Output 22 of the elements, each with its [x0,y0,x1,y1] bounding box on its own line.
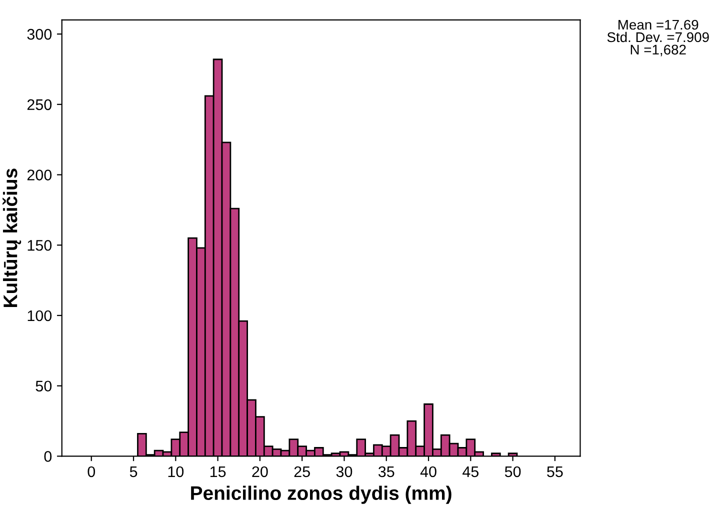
x-tick-label: 40 [420,466,436,478]
y-tick-label: 300 [27,28,52,40]
x-tick-label: 35 [378,466,394,478]
x-tick-label: 45 [462,466,479,478]
y-tick-label: 250 [27,99,52,110]
x-axis-title: Penicilino zonos dydis (mm) [191,486,452,504]
x-tick-label: 15 [210,466,226,478]
x-tick-label: 10 [168,466,184,478]
text: Mean =17.69 Std. Dev. =7.909 N =1,682 [607,20,709,56]
x-tick-label: 5 [130,466,138,478]
y-tick-label: 50 [36,380,52,392]
y-tick-label: 200 [27,170,52,180]
y-tick-label: 0 [44,451,52,462]
x-tick-label: 0 [88,466,96,478]
x-tick-label: 20 [252,466,268,478]
x-tick-label: 55 [547,466,563,478]
x-tick-label: 30 [336,466,352,478]
x-tick-label: 50 [504,466,521,478]
y-axis-title: Kultūrų kaičius [2,168,22,308]
y-tick-label: 100 [28,310,52,322]
x-tick-label: 25 [294,466,310,478]
y-tick-label: 150 [28,240,52,251]
